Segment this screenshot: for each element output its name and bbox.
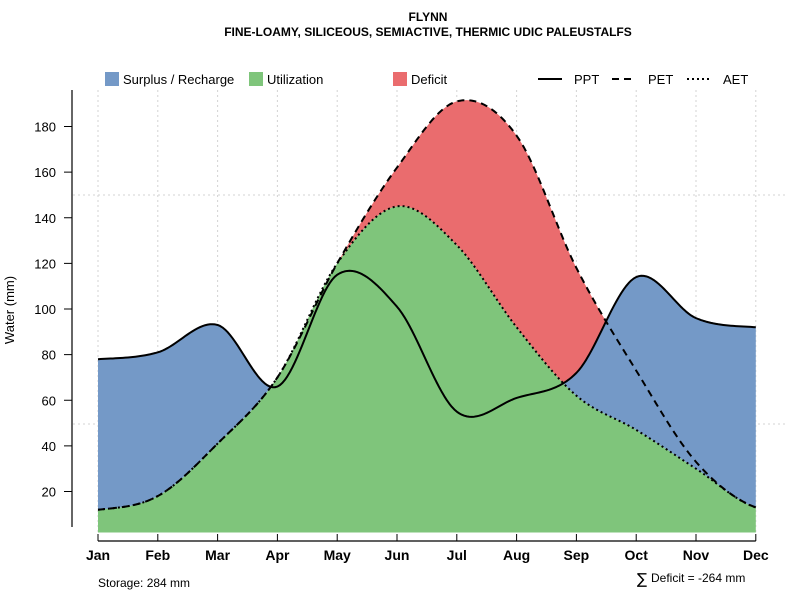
fill-areas bbox=[98, 100, 756, 533]
y-tick-label: 160 bbox=[34, 165, 56, 180]
legend-label-1: Utilization bbox=[267, 72, 323, 87]
deficit-annotation: Deficit = -264 mm bbox=[651, 571, 745, 585]
legend-label-pet: PET bbox=[648, 72, 673, 87]
y-axis-label: Water (mm) bbox=[2, 276, 17, 344]
y-tick-label: 40 bbox=[42, 439, 56, 454]
chart-title: FLYNN bbox=[409, 10, 448, 24]
series-line-ppt bbox=[97, 269, 756, 418]
y-tick-label: 140 bbox=[34, 211, 56, 226]
series-line-aet bbox=[97, 205, 757, 511]
axes: 20 40 60 80 100 120 140 160 180 Jan Feb Mar Apr May Ju… bbox=[34, 90, 769, 563]
series-lines bbox=[97, 99, 757, 511]
legend-swatch-0 bbox=[105, 72, 119, 86]
x-tick-label-jun: Jun bbox=[385, 547, 410, 563]
utilization-area bbox=[98, 206, 756, 533]
x-tick-label-aug: Aug bbox=[503, 547, 530, 563]
y-tick-label: 120 bbox=[34, 256, 56, 271]
y-tick-label: 60 bbox=[42, 393, 56, 408]
surplus-recharge-area bbox=[98, 206, 756, 510]
x-tick-label-nov: Nov bbox=[683, 547, 710, 563]
y-tick-label: 100 bbox=[34, 302, 56, 317]
chart-subtitle: FINE-LOAMY, SILICEOUS, SEMIACTIVE, THERM… bbox=[224, 25, 632, 39]
x-tick-label-jan: Jan bbox=[86, 547, 110, 563]
y-tick-label: 80 bbox=[42, 348, 56, 363]
sum-symbol: ∑ bbox=[637, 570, 647, 588]
legend: Surplus / Recharge Utilization Deficit PPT P… bbox=[105, 72, 748, 87]
legend-label-2: Deficit bbox=[411, 72, 448, 87]
x-tick-label-apr: Apr bbox=[265, 547, 290, 563]
legend-label-0: Surplus / Recharge bbox=[123, 72, 234, 87]
deficit-area bbox=[98, 100, 756, 387]
x-tick-label-jul: Jul bbox=[447, 547, 467, 563]
x-tick-label-sep: Sep bbox=[564, 547, 590, 563]
x-tick-label-may: May bbox=[324, 547, 351, 563]
x-tick-label-dec: Dec bbox=[743, 547, 769, 563]
legend-label-ppt: PPT bbox=[574, 72, 599, 87]
storage-annotation: Storage: 284 mm bbox=[98, 576, 190, 590]
legend-label-aet: AET bbox=[723, 72, 748, 87]
y-tick-label: 180 bbox=[34, 120, 56, 135]
x-tick-label-mar: Mar bbox=[205, 547, 230, 563]
x-tick-label-oct: Oct bbox=[625, 547, 649, 563]
legend-swatch-2 bbox=[393, 72, 407, 86]
x-tick-label-feb: Feb bbox=[145, 547, 170, 563]
legend-swatch-1 bbox=[249, 72, 263, 86]
y-tick-label: 20 bbox=[42, 485, 56, 500]
